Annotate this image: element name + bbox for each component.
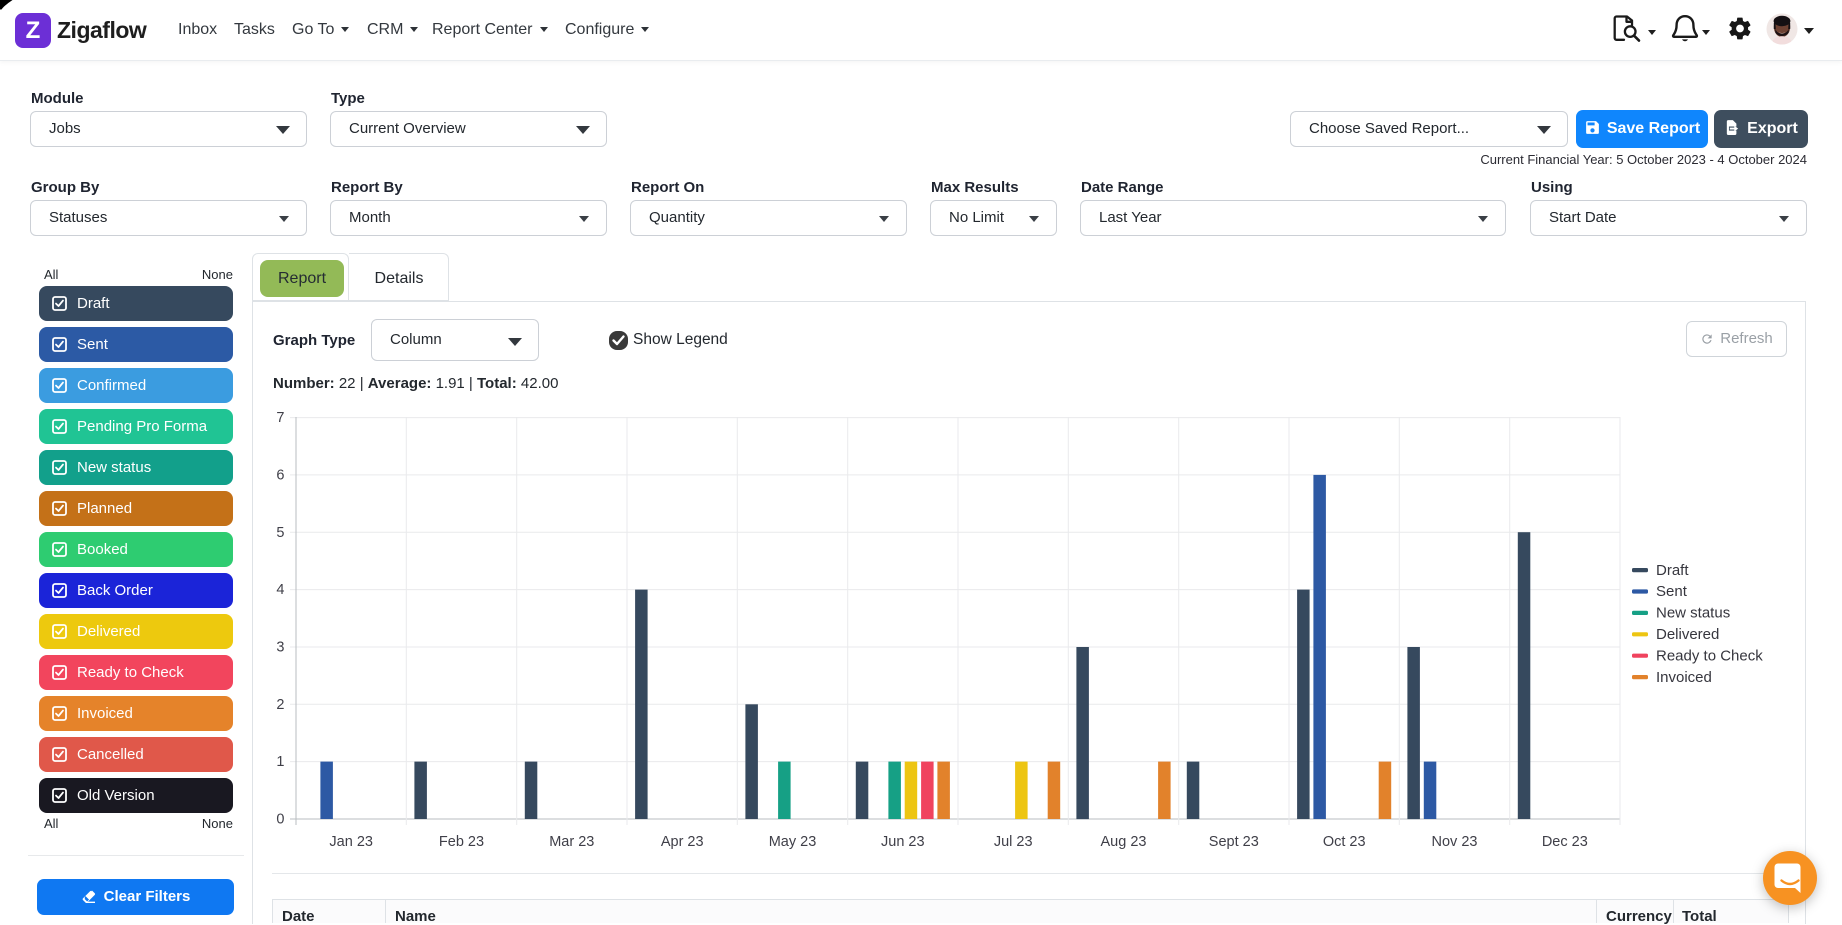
svg-text:Sent: Sent — [1656, 583, 1688, 600]
svg-text:Nov 23: Nov 23 — [1432, 834, 1478, 850]
svg-text:4: 4 — [276, 582, 284, 598]
svg-text:Feb 23: Feb 23 — [439, 834, 484, 850]
svg-text:5: 5 — [276, 525, 284, 541]
svg-text:Jul 23: Jul 23 — [994, 834, 1033, 850]
svg-text:2: 2 — [276, 697, 284, 713]
svg-text:Draft: Draft — [1656, 562, 1689, 579]
svg-text:Ready to Check: Ready to Check — [1656, 647, 1763, 664]
svg-text:Aug 23: Aug 23 — [1101, 834, 1147, 850]
svg-text:7: 7 — [276, 410, 284, 426]
svg-text:Oct 23: Oct 23 — [1323, 834, 1366, 850]
svg-text:0: 0 — [276, 812, 284, 828]
svg-text:6: 6 — [276, 467, 284, 483]
svg-text:3: 3 — [276, 640, 284, 656]
svg-text:Jan 23: Jan 23 — [329, 834, 373, 850]
svg-text:May 23: May 23 — [769, 834, 817, 850]
svg-text:Invoiced: Invoiced — [1656, 669, 1712, 686]
svg-text:Dec 23: Dec 23 — [1542, 834, 1588, 850]
svg-text:1: 1 — [276, 754, 284, 770]
svg-text:Jun 23: Jun 23 — [881, 834, 925, 850]
svg-text:Delivered: Delivered — [1656, 626, 1719, 643]
svg-text:New status: New status — [1656, 605, 1730, 622]
svg-text:Mar 23: Mar 23 — [549, 834, 594, 850]
svg-text:Sept 23: Sept 23 — [1209, 834, 1259, 850]
svg-text:Apr 23: Apr 23 — [661, 834, 704, 850]
